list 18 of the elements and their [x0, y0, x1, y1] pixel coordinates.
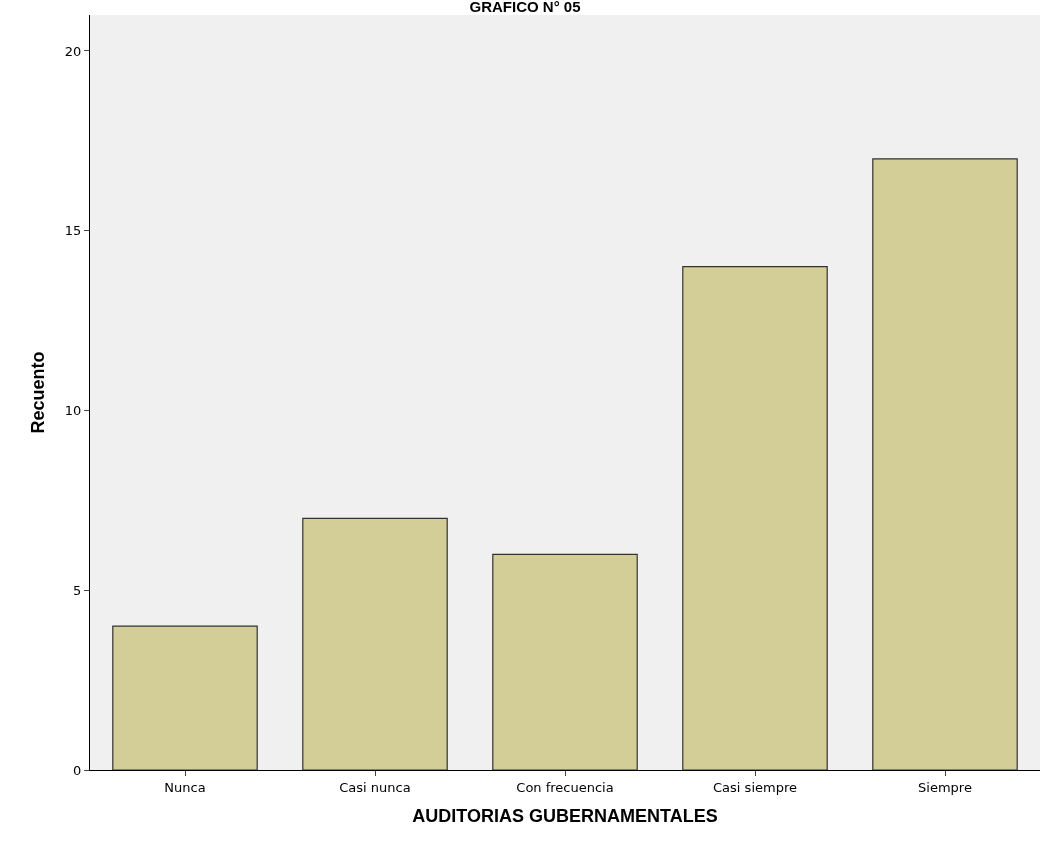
- y-tick-label: 20: [64, 43, 82, 59]
- bar: [302, 517, 448, 770]
- x-tick-label: Siempre: [918, 779, 972, 795]
- y-tick-label: 5: [73, 582, 82, 598]
- x-axis-title: AUDITORIAS GUBERNAMENTALES: [412, 805, 718, 826]
- y-axis-title: Recuento: [28, 351, 49, 434]
- bar: [112, 625, 258, 770]
- y-tick-label: 10: [64, 403, 82, 419]
- y-tick-label: 15: [64, 223, 82, 239]
- x-tick-label: Con frecuencia: [516, 779, 614, 795]
- x-tick-label: Casi nunca: [339, 779, 411, 795]
- bar: [872, 158, 1018, 770]
- x-tick-label: Casi siempre: [713, 779, 797, 795]
- y-tick-label: 0: [73, 762, 82, 778]
- x-tick-label: Nunca: [164, 779, 206, 795]
- chart-title: GRAFICO N° 05: [469, 0, 581, 16]
- bar: [682, 266, 828, 770]
- bar: [492, 553, 638, 770]
